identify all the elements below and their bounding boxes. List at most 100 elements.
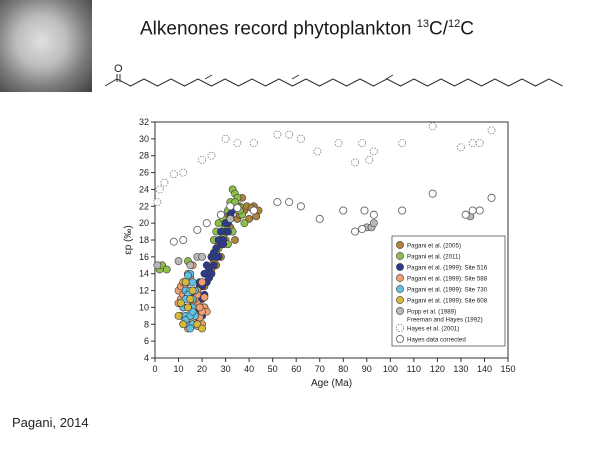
data-point-series-8	[358, 224, 367, 234]
carbonyl-oxygen-label: O	[114, 63, 123, 75]
double-bond-3	[385, 74, 394, 80]
data-point-series-8	[468, 206, 477, 215]
legend-label-4: Pagani et al. (1999): Site 730	[407, 287, 488, 294]
data-point-series-7	[160, 178, 169, 187]
data-point-series-5	[184, 303, 192, 312]
data-point-series-8	[285, 198, 294, 207]
y-tick-label: 20	[139, 218, 149, 228]
title-sup-12: 12	[447, 18, 461, 30]
data-point-series-7	[153, 198, 162, 207]
x-tick-label: 40	[244, 364, 254, 374]
legend-label-0: Pagani et al. (2005)	[407, 243, 461, 250]
data-point-series-8	[360, 206, 369, 215]
data-point-series-7	[296, 134, 305, 143]
coccolithophore-photo	[0, 0, 92, 92]
double-bond-2	[291, 74, 300, 80]
double-bond-1	[204, 74, 213, 80]
x-tick-label: 120	[430, 364, 445, 374]
x-tick-label: 50	[268, 364, 278, 374]
data-point-series-5	[198, 324, 206, 333]
legend-label-2: Pagani et al. (1999): Site 516	[407, 265, 488, 272]
legend-marker-8	[395, 334, 405, 344]
data-point-series-8	[249, 206, 258, 215]
data-point-series-8	[475, 206, 484, 215]
legend-marker-1	[396, 252, 404, 260]
data-point-series-5	[186, 295, 195, 303]
x-tick-label: 20	[197, 364, 207, 374]
data-point-series-8	[179, 235, 188, 245]
data-point-series-6	[174, 257, 183, 265]
data-point-series-7	[249, 139, 258, 148]
title-text-end: C	[460, 18, 474, 40]
data-point-series-7	[155, 185, 164, 194]
data-point-series-8	[193, 225, 202, 234]
y-tick-label: 24	[139, 184, 149, 194]
legend-marker-0	[396, 241, 404, 249]
data-point-series-8	[369, 210, 378, 219]
data-point-series-8	[226, 202, 235, 211]
legend-label-1: Pagani et al. (2011)	[407, 254, 461, 261]
data-point-series-6	[198, 252, 206, 261]
y-tick-label: 30	[139, 134, 149, 144]
data-point-series-5	[188, 286, 197, 295]
data-point-series-7	[334, 139, 343, 148]
data-point-series-7	[468, 139, 477, 148]
x-tick-label: 60	[291, 364, 301, 374]
x-tick-label: 30	[221, 364, 231, 374]
legend-marker-6	[396, 307, 404, 315]
data-point-series-5	[181, 278, 190, 287]
x-tick-label: 140	[477, 364, 492, 374]
legend-label-3: Pagani et al. (1999): Site 588	[407, 276, 488, 283]
chart-legend: Pagani et al. (2005) Pagani et al. (2011)…	[391, 235, 506, 347]
y-tick-label: 16	[139, 252, 149, 262]
data-point-series-8	[398, 206, 407, 215]
carbon-chain	[104, 78, 563, 87]
data-point-series-4	[184, 271, 192, 280]
data-point-series-7	[358, 139, 367, 148]
data-point-series-7	[398, 139, 407, 148]
data-point-series-7	[198, 155, 207, 164]
legend-marker-5	[396, 296, 404, 304]
x-tick-label: 80	[338, 364, 348, 374]
data-point-series-6	[186, 261, 195, 270]
data-point-series-7	[365, 155, 374, 164]
data-point-series-4	[188, 278, 197, 287]
data-point-series-6	[153, 261, 162, 270]
data-point-series-8	[350, 227, 360, 236]
data-point-series-2	[219, 240, 228, 249]
data-point-series-7	[273, 130, 282, 139]
legend-label-6: Popp et al. (1989)	[407, 309, 456, 316]
x-tick-label: 0	[152, 364, 157, 374]
data-point-series-7	[313, 147, 322, 156]
chart-axes: 0 10 20 30 40 50 60 70 80 90 100 110 120 130 140 150 4 6 8…	[123, 117, 516, 389]
x-axis-label: Age (Ma)	[311, 378, 352, 389]
data-point-series-5	[179, 320, 188, 329]
data-point-series-8	[233, 203, 242, 213]
data-point-series-8	[216, 210, 225, 219]
slide-title: Alkenones record phytoplankton 13C/12C	[140, 18, 474, 40]
y-tick-label: 14	[139, 269, 149, 279]
y-tick-label: 28	[139, 151, 149, 161]
data-point-series-2	[209, 261, 218, 270]
y-tick-label: 8	[144, 319, 149, 329]
data-point-series-7	[456, 143, 465, 152]
data-point-series-6	[369, 219, 378, 228]
data-point-series-5	[174, 311, 183, 320]
data-point-series-6	[226, 215, 235, 223]
legend-label-8: Hayes data corrected	[407, 337, 466, 344]
legend-label-7: Hayes et al. (2001)	[407, 326, 459, 333]
data-point-series-8	[339, 206, 348, 215]
scatter-chart: 0 10 20 30 40 50 60 70 80 90 100 110 120 130 140 150 4 6 8…	[123, 117, 516, 389]
x-tick-label: 100	[383, 364, 398, 374]
alkenone-molecule: O	[104, 63, 563, 87]
legend-marker-2	[396, 263, 404, 271]
data-point-series-2	[224, 227, 232, 236]
data-point-series-7	[207, 151, 216, 160]
data-point-series-5	[176, 299, 185, 308]
data-point-series-7	[475, 139, 484, 148]
data-point-series-7	[350, 158, 360, 167]
data-point-series-7	[487, 126, 496, 135]
y-tick-label: 12	[139, 286, 149, 296]
title-sup-13: 13	[416, 18, 429, 30]
